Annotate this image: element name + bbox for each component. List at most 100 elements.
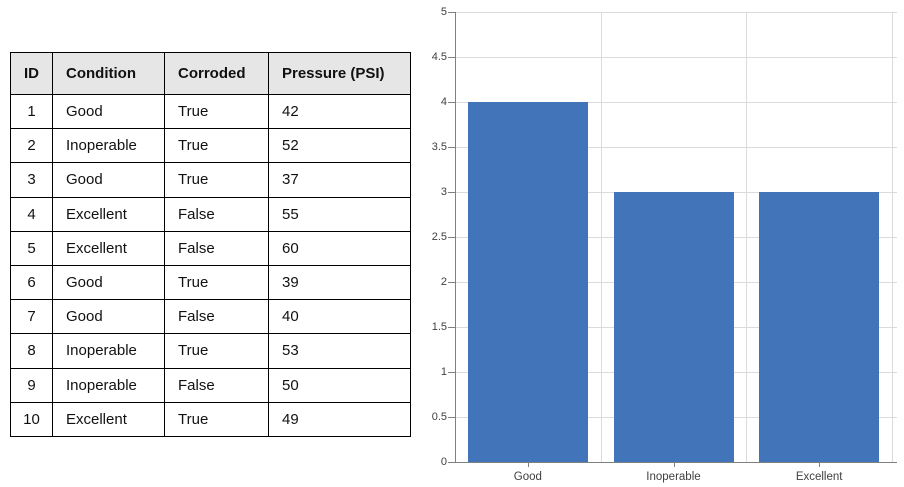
gridline-horizontal	[455, 102, 897, 103]
gridline-horizontal	[455, 147, 897, 148]
gridline-vertical	[892, 12, 893, 462]
y-tick-mark	[448, 417, 455, 418]
table-cell: 40	[268, 299, 411, 335]
y-tick-mark	[448, 327, 455, 328]
header-cell: ID	[10, 52, 53, 95]
table-cell: 42	[268, 93, 411, 130]
table-cell: Good	[52, 264, 165, 301]
table-cell: 55	[268, 196, 411, 232]
y-axis-tick-label: 3.5	[431, 141, 447, 153]
table-row: 8 Inoperable True 53	[10, 333, 411, 369]
table-cell: Excellent	[52, 230, 165, 266]
bar	[759, 192, 880, 462]
table-cell: False	[164, 299, 269, 335]
table-cell: 39	[268, 264, 411, 301]
table-cell: 50	[268, 367, 411, 403]
data-table-container: ID Condition Corroded Pressure (PSI) 1 Good Tr…	[10, 52, 411, 437]
gridline-vertical	[600, 12, 602, 462]
y-tick-mark	[448, 372, 455, 373]
table-row: 10 Excellent True 49	[10, 401, 411, 437]
x-tick-mark	[673, 462, 675, 467]
table-header: ID Condition Corroded Pressure (PSI)	[10, 52, 411, 95]
table-header-row: ID Condition Corroded Pressure (PSI)	[10, 52, 411, 95]
table-cell: True	[164, 128, 269, 164]
y-tick-mark	[448, 147, 455, 148]
table-cell: 2	[10, 128, 53, 164]
table-cell: 60	[268, 230, 411, 266]
y-axis-tick-label: 2.5	[431, 231, 447, 243]
y-tick-mark	[448, 462, 455, 463]
table-cell: True	[164, 333, 269, 369]
y-tick-mark	[448, 102, 455, 103]
bar	[613, 192, 734, 462]
x-tick-mark	[527, 462, 529, 467]
table-row: 1 Good True 42	[10, 93, 411, 130]
table-cell: Inoperable	[52, 333, 165, 369]
y-axis-tick-label: 0	[440, 456, 447, 468]
x-axis-line	[455, 462, 897, 463]
table-cell: 37	[268, 162, 411, 198]
y-axis-tick-label: 3	[440, 186, 447, 198]
table-row: 2 Inoperable True 52	[10, 128, 411, 164]
table-cell: 9	[10, 367, 53, 403]
table-cell: Good	[52, 162, 165, 198]
table-row: 5 Excellent False 60	[10, 230, 411, 266]
table-row: 4 Excellent False 55	[10, 196, 411, 232]
y-axis-tick-label: 1.5	[431, 321, 447, 333]
gridline-vertical	[746, 12, 748, 462]
table-cell: 10	[10, 401, 53, 437]
table-cell: True	[164, 93, 269, 130]
header-cell: Pressure (PSI)	[268, 52, 411, 95]
table-cell: Good	[52, 299, 165, 335]
table-cell: 3	[10, 162, 53, 198]
table-cell: 4	[10, 196, 53, 232]
x-axis-category-label: Excellent	[795, 471, 843, 483]
table-cell: Excellent	[52, 401, 165, 437]
table-cell: Inoperable	[52, 367, 165, 403]
table-row: 3 Good True 37	[10, 162, 411, 198]
y-tick-mark	[448, 237, 455, 238]
y-tick-mark	[448, 282, 455, 283]
y-axis-tick-label: 4	[440, 96, 447, 108]
table-cell: True	[164, 401, 269, 437]
table-cell: False	[164, 196, 269, 232]
data-table: ID Condition Corroded Pressure (PSI) 1 Good Tr…	[10, 52, 411, 437]
bar	[467, 102, 588, 462]
table-cell: True	[164, 264, 269, 301]
table-cell: 7	[10, 299, 53, 335]
y-axis-line	[455, 12, 456, 463]
table-cell: 53	[268, 333, 411, 369]
header-cell: Corroded	[164, 52, 269, 95]
y-axis-tick-label: 4.5	[431, 51, 447, 63]
bar-chart: 0 0.5 1 1.5 2 2.5 3 3.5 4 4.5 5 Good Inoperable Excel…	[420, 0, 904, 487]
table-cell: 8	[10, 333, 53, 369]
table-cell: 52	[268, 128, 411, 164]
y-tick-mark	[448, 57, 455, 58]
x-axis-category-label: Inoperable	[646, 471, 701, 483]
y-axis-tick-label: 0.5	[431, 411, 447, 423]
table-row: 7 Good False 40	[10, 299, 411, 335]
gridline-horizontal	[455, 12, 897, 13]
table-cell: False	[164, 367, 269, 403]
table-cell: 49	[268, 401, 411, 437]
table-cell: False	[164, 230, 269, 266]
x-tick-mark	[819, 462, 821, 467]
table-cell: 5	[10, 230, 53, 266]
header-cell: Condition	[52, 52, 165, 95]
x-axis-category-label: Good	[513, 471, 542, 483]
table-row: 6 Good True 39	[10, 264, 411, 301]
y-axis-tick-label: 1	[440, 366, 447, 378]
table-row: 9 Inoperable False 50	[10, 367, 411, 403]
table-cell: Excellent	[52, 196, 165, 232]
y-axis-tick-label: 2	[440, 276, 447, 288]
table-cell: 6	[10, 264, 53, 301]
table-body: 1 Good True 42 2 Inoperable True 52 3 Good True 37 4…	[10, 93, 411, 437]
y-tick-mark	[448, 12, 455, 13]
gridline-horizontal	[455, 57, 897, 58]
table-cell: 1	[10, 93, 53, 130]
table-cell: Inoperable	[52, 128, 165, 164]
table-cell: Good	[52, 93, 165, 130]
y-tick-mark	[448, 192, 455, 193]
table-cell: True	[164, 162, 269, 198]
